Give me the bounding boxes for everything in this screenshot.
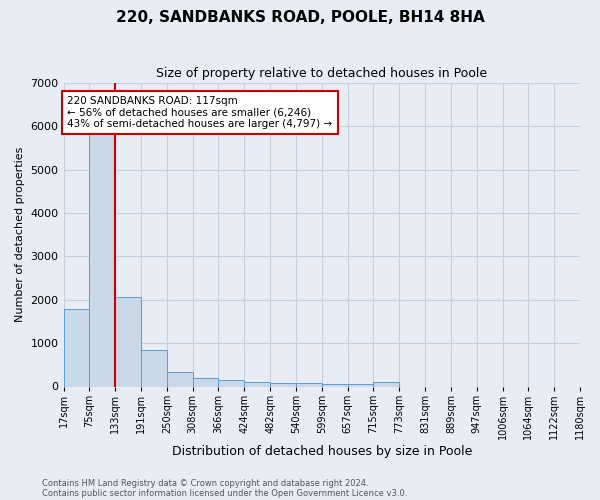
- Bar: [322, 384, 347, 386]
- Bar: [218, 380, 244, 386]
- Bar: [347, 384, 373, 386]
- Text: Contains public sector information licensed under the Open Government Licence v3: Contains public sector information licen…: [42, 488, 407, 498]
- Title: Size of property relative to detached houses in Poole: Size of property relative to detached ho…: [156, 68, 487, 80]
- Bar: [244, 382, 270, 386]
- Bar: [64, 310, 89, 386]
- Bar: [296, 383, 322, 386]
- Bar: [89, 134, 115, 386]
- Bar: [115, 297, 141, 386]
- Bar: [141, 350, 167, 387]
- Text: 220 SANDBANKS ROAD: 117sqm
← 56% of detached houses are smaller (6,246)
43% of s: 220 SANDBANKS ROAD: 117sqm ← 56% of deta…: [67, 96, 332, 130]
- Y-axis label: Number of detached properties: Number of detached properties: [15, 147, 25, 322]
- Bar: [193, 378, 218, 386]
- X-axis label: Distribution of detached houses by size in Poole: Distribution of detached houses by size …: [172, 444, 472, 458]
- Bar: [270, 382, 296, 386]
- Bar: [373, 382, 399, 386]
- Text: 220, SANDBANKS ROAD, POOLE, BH14 8HA: 220, SANDBANKS ROAD, POOLE, BH14 8HA: [116, 10, 484, 25]
- Bar: [167, 372, 193, 386]
- Text: Contains HM Land Registry data © Crown copyright and database right 2024.: Contains HM Land Registry data © Crown c…: [42, 478, 368, 488]
